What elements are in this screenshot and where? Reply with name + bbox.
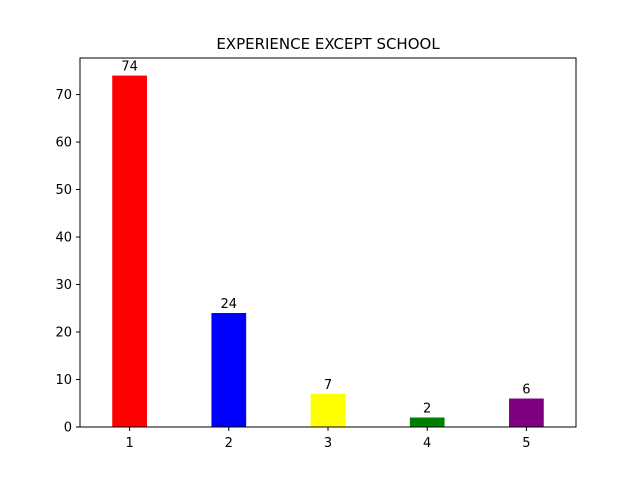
chart-title: EXPERIENCE EXCEPT SCHOOL <box>216 35 440 53</box>
bar-1 <box>112 75 147 427</box>
y-tick-label: 70 <box>55 88 72 103</box>
bar-4 <box>409 417 445 427</box>
bar-5 <box>509 398 544 427</box>
y-tick-label: 40 <box>55 231 72 246</box>
y-tick-label: 50 <box>55 183 72 198</box>
y-tick-label: 60 <box>55 136 72 151</box>
data-labels-layer: 74 24 7 2 6 <box>121 60 530 417</box>
x-tick-label: 4 <box>423 436 431 451</box>
bar-3 <box>310 393 346 427</box>
x-tick-label: 5 <box>522 436 530 451</box>
data-label-3: 7 <box>324 378 332 393</box>
y-tick-label: 30 <box>55 278 72 293</box>
data-label-5: 6 <box>522 383 530 398</box>
x-tick-label: 3 <box>324 436 332 451</box>
x-axis: 1 2 3 4 5 <box>125 427 531 451</box>
y-tick-label: 10 <box>55 373 72 388</box>
data-label-4: 2 <box>423 402 431 417</box>
y-axis: 0 10 20 30 40 50 60 70 <box>55 88 80 436</box>
y-tick-label: 0 <box>64 421 72 436</box>
x-tick-label: 2 <box>225 436 233 451</box>
plot-frame <box>79 57 577 428</box>
bar-2 <box>211 313 247 427</box>
x-tick-label: 1 <box>125 436 133 451</box>
bars-layer <box>112 75 544 427</box>
data-label-2: 24 <box>221 297 238 312</box>
y-tick-label: 20 <box>55 326 72 341</box>
data-label-1: 74 <box>121 60 138 75</box>
